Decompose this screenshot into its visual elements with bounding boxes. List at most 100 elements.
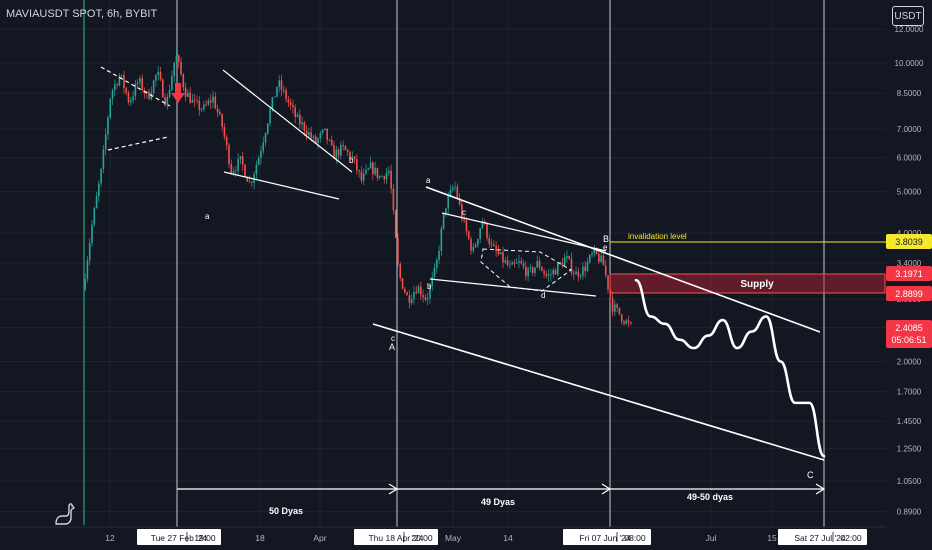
- candle-body: [579, 275, 582, 277]
- candle-body: [333, 145, 335, 159]
- candle-body: [536, 260, 539, 268]
- candle-body: [451, 187, 454, 190]
- current-price: 2.4085: [895, 323, 923, 333]
- candle-body: [433, 267, 436, 277]
- duration-label-1: 50 Dyas: [269, 506, 303, 516]
- candle-body: [495, 245, 497, 252]
- candle-body: [511, 262, 513, 265]
- price-axis[interactable]: 12.0000 10.0000 8.5000 7.0000 6.0000 5.0000 4.…: [886, 25, 932, 517]
- candle-body: [582, 266, 584, 276]
- candle-body: [575, 271, 577, 275]
- y-tick-label: 8.5000: [897, 89, 922, 98]
- candle-body: [397, 237, 399, 265]
- candle-body: [340, 145, 342, 156]
- candle-body: [212, 96, 214, 103]
- candle-body: [383, 176, 386, 180]
- candle-body: [93, 208, 96, 225]
- candle-body: [598, 254, 600, 262]
- candle-body: [365, 169, 367, 174]
- candle-body: [177, 55, 180, 62]
- candle-body: [326, 128, 328, 140]
- currency-button[interactable]: USDT: [892, 6, 924, 26]
- candle-body: [404, 288, 406, 293]
- candle-body: [168, 90, 171, 97]
- candle-body: [504, 260, 507, 263]
- candle-body: [559, 262, 561, 264]
- candle-body: [522, 263, 525, 267]
- candle-body: [209, 100, 212, 103]
- y-tick-label: 7.0000: [897, 125, 922, 134]
- supply-top-price: 3.1971: [895, 269, 923, 279]
- candle-body: [269, 109, 271, 124]
- x-tick-label: Jul: [706, 533, 717, 543]
- candle-body: [260, 150, 262, 158]
- candle-body: [625, 320, 628, 324]
- candle-body: [292, 105, 294, 108]
- x-tick-label: 19:00: [194, 533, 216, 543]
- price-tag-supply-bottom: 2.8899: [886, 286, 932, 301]
- candle-body: [221, 114, 223, 127]
- wave-label-d2: d: [541, 291, 545, 300]
- candle-body: [401, 278, 404, 289]
- x-tick-label: Fri 07 Jun '24: [579, 533, 631, 543]
- candle-body: [262, 142, 265, 151]
- candle-body: [493, 244, 495, 246]
- candle-body: [152, 80, 155, 93]
- y-tick-label: 3.4000: [897, 259, 922, 268]
- x-tick-label: Apr: [313, 533, 326, 543]
- candle-body: [442, 213, 445, 229]
- candle-body: [139, 78, 141, 83]
- candle-body: [161, 79, 164, 98]
- candle-body: [157, 71, 160, 75]
- x-tick-label: 20:00: [411, 533, 433, 543]
- candle-body: [390, 170, 392, 189]
- supply-bottom-price: 2.8899: [895, 289, 923, 299]
- candle-body: [251, 181, 253, 183]
- candle-body: [130, 100, 132, 103]
- candle-body: [324, 128, 326, 130]
- candle-body: [88, 242, 91, 261]
- wave-label-c1: c: [391, 334, 395, 343]
- candle-body: [440, 228, 443, 251]
- candle-body: [570, 258, 573, 274]
- candle-body: [369, 162, 372, 169]
- candle-body: [356, 159, 358, 171]
- candle-body: [102, 149, 105, 169]
- candle-body: [182, 74, 185, 88]
- candle-body: [98, 183, 100, 197]
- triangle-lower-line: [107, 136, 169, 151]
- candle-body: [86, 260, 89, 279]
- duration-arrows: [177, 483, 826, 495]
- candle-body: [225, 136, 228, 146]
- candle-body: [479, 228, 481, 239]
- x-tick-label: 14: [503, 533, 513, 543]
- candle-body: [228, 145, 230, 165]
- candle-body: [120, 74, 123, 76]
- candle-body: [328, 139, 331, 141]
- candle-body: [91, 224, 93, 243]
- wedge2-upper-line: [441, 212, 607, 252]
- candle-body: [534, 267, 536, 273]
- candle-body: [545, 273, 548, 276]
- projection-path: [634, 278, 826, 458]
- channel-lower-line: [372, 323, 825, 461]
- candle-body: [205, 104, 207, 106]
- candle-body: [114, 84, 116, 91]
- candle-body: [499, 252, 502, 255]
- candle-body: [584, 266, 586, 272]
- y-tick-label: 5.0000: [897, 188, 922, 197]
- wave-label-A: A: [389, 342, 395, 352]
- bar-countdown: 05:06:51: [891, 335, 926, 345]
- price-tag-invalidation: 3.8039: [886, 234, 932, 249]
- candle-body: [95, 196, 98, 209]
- candle-body: [568, 256, 571, 259]
- wave-label-c2: c: [462, 208, 466, 217]
- candle-body: [271, 97, 274, 110]
- candle-body: [456, 186, 459, 199]
- candle-body: [223, 126, 226, 137]
- candle-body: [104, 134, 107, 150]
- candle-body: [173, 62, 175, 77]
- candle-body: [196, 100, 198, 102]
